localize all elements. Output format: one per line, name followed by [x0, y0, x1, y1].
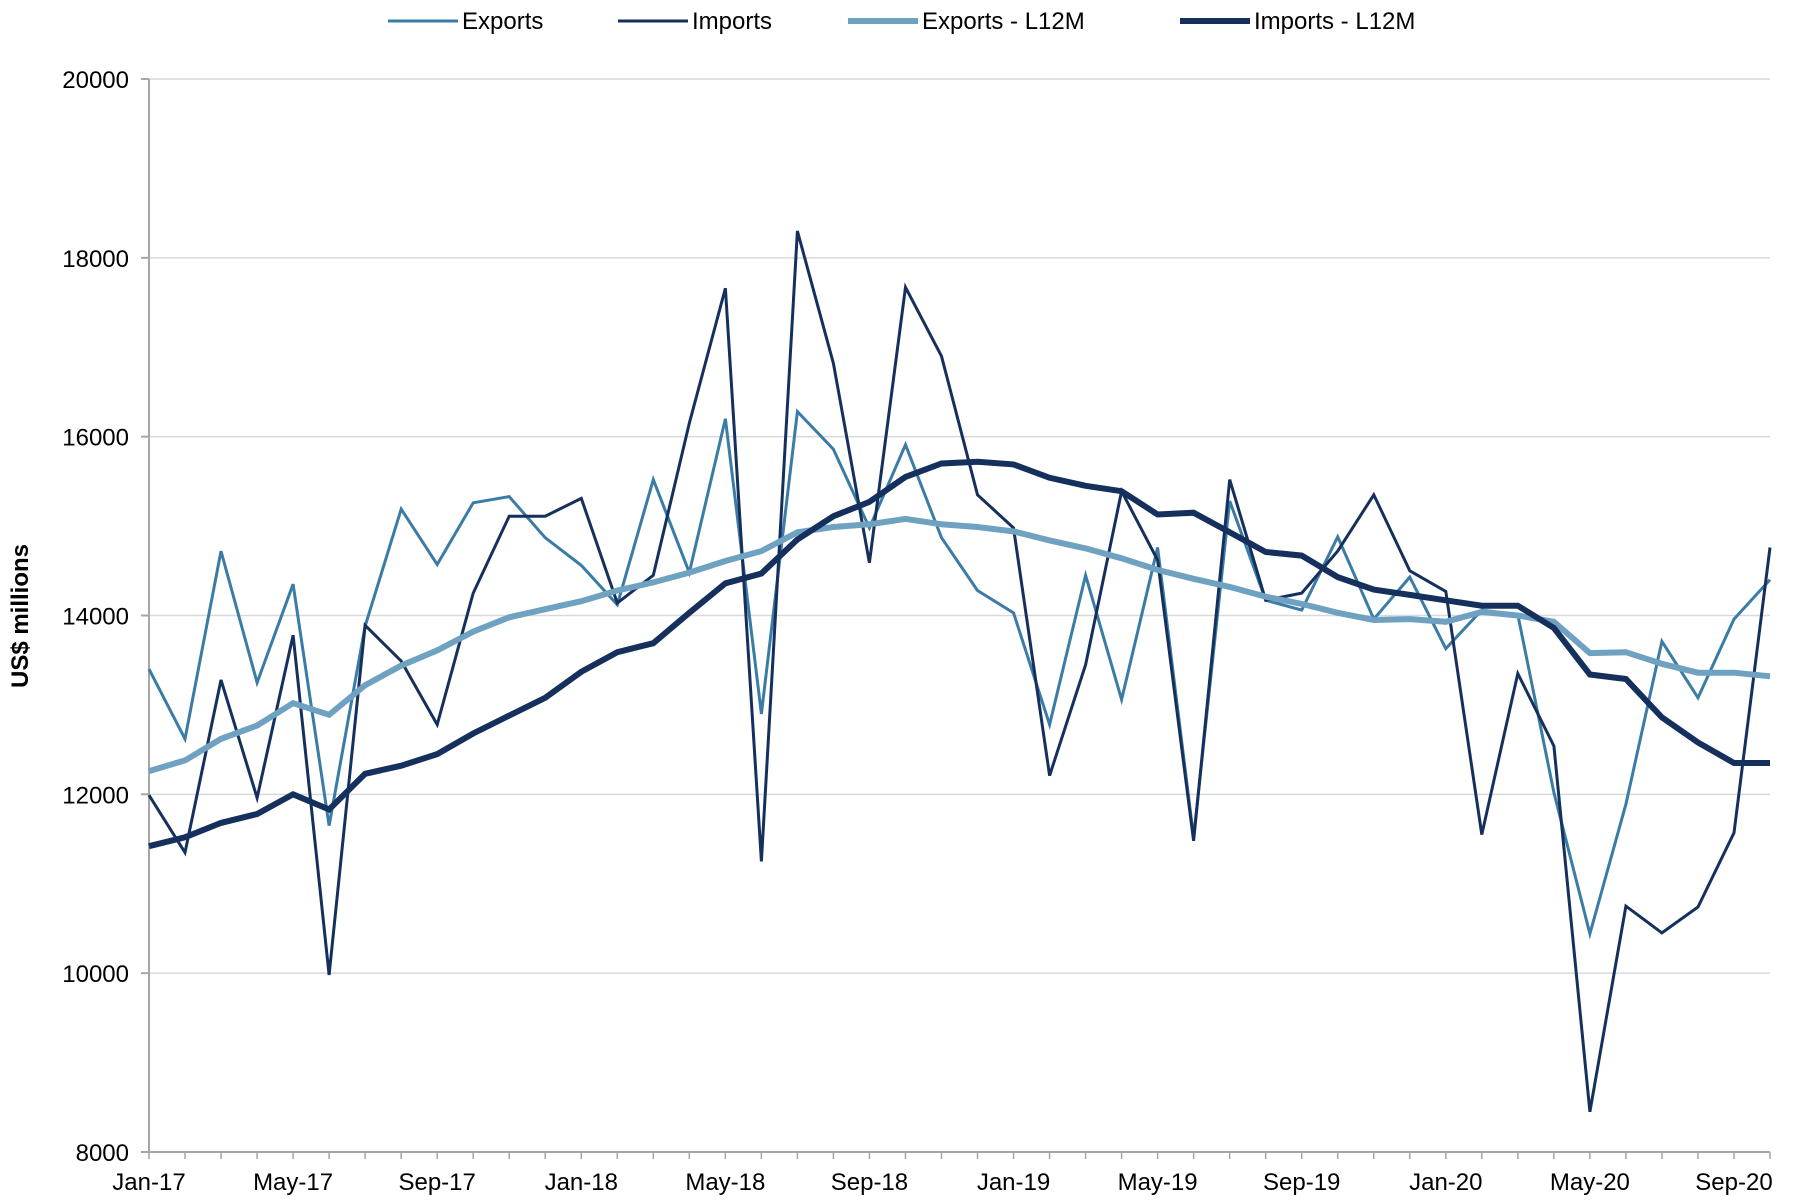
legend-label: Exports - L12M [922, 8, 1085, 35]
y-tick-label: 18000 [62, 246, 129, 273]
gridlines [149, 78, 1770, 974]
series-line-imports-l12m [148, 458, 1770, 850]
x-tick-label: Jan-20 [1409, 1169, 1482, 1196]
y-tick-label: 12000 [62, 782, 129, 809]
x-tick-label: Jan-17 [112, 1169, 185, 1196]
x-tick-label: Jan-19 [977, 1169, 1050, 1196]
legend-label: Exports [462, 8, 543, 35]
y-tick-label: 14000 [62, 604, 129, 631]
x-tick-label: May-17 [253, 1169, 333, 1196]
y-tick-label: 10000 [62, 961, 129, 988]
series-lines [147, 230, 1772, 1113]
series-line-imports [147, 230, 1772, 1113]
legend-label: Imports [692, 8, 772, 35]
axes: 8000 10000 12000 14000 16000 18000 20000 Jan-17… [62, 67, 1772, 1196]
series-line-exports-l12m [148, 515, 1771, 774]
x-tick-label: May-19 [1118, 1169, 1198, 1196]
legend-label: Imports - L12M [1254, 8, 1415, 35]
x-tick-label: Jan-18 [545, 1169, 618, 1196]
x-tick-label: Sep-20 [1695, 1169, 1772, 1196]
y-tick-label: 20000 [62, 67, 129, 94]
x-tick-label: May-20 [1550, 1169, 1630, 1196]
y-tick-label: 16000 [62, 425, 129, 452]
y-axis-title: US$ millions [7, 544, 34, 688]
y-tick-label: 8000 [76, 1140, 129, 1167]
x-tick-label: Sep-18 [831, 1169, 908, 1196]
legend: Exports Imports Exports - L12M Imports - L1… [388, 8, 1415, 35]
x-tick-label: Sep-17 [398, 1169, 475, 1196]
x-tick-label: May-18 [685, 1169, 765, 1196]
x-tick-label: Sep-19 [1263, 1169, 1340, 1196]
